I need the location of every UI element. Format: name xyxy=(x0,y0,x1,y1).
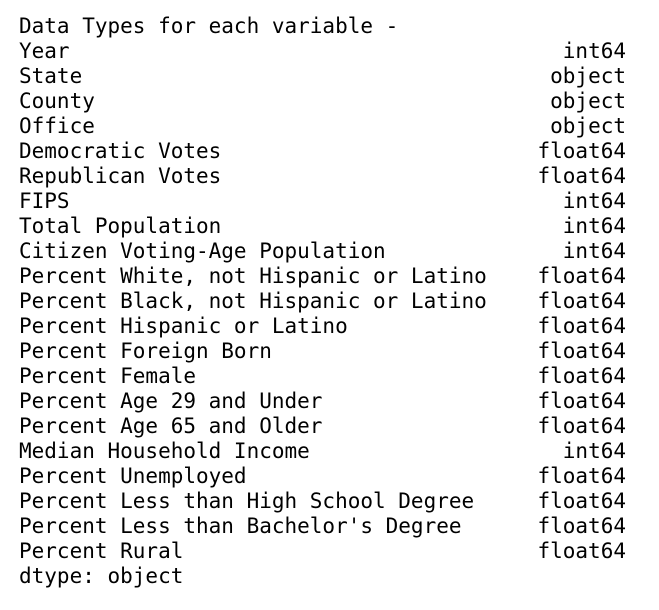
variable-name: Total Population xyxy=(19,214,222,238)
dtype-row: Republican Votes float64 xyxy=(19,164,626,189)
variable-dtype: float64 xyxy=(537,164,626,188)
variable-name: Citizen Voting-Age Population xyxy=(19,239,386,263)
variable-dtype: int64 xyxy=(562,439,626,463)
dtype-row: Percent Hispanic or Latino float64 xyxy=(19,314,626,339)
variable-dtype: int64 xyxy=(562,189,626,213)
variable-name: State xyxy=(19,64,83,88)
variable-dtype: float64 xyxy=(537,339,626,363)
variable-dtype: float64 xyxy=(537,414,626,438)
dtype-row: Percent Black, not Hispanic or Latino fl… xyxy=(19,289,626,314)
variable-name: Republican Votes xyxy=(19,164,222,188)
dtype-row: FIPS int64 xyxy=(19,189,626,214)
dtype-row: Percent White, not Hispanic or Latino fl… xyxy=(19,264,626,289)
variable-dtype: int64 xyxy=(562,39,626,63)
variable-dtype: int64 xyxy=(562,239,626,263)
variable-dtype: float64 xyxy=(537,314,626,338)
variable-dtype: float64 xyxy=(537,489,626,513)
dtype-row: Total Population int64 xyxy=(19,214,626,239)
variable-name: Percent White, not Hispanic or Latino xyxy=(19,264,487,288)
dtype-row: Percent Age 65 and Older float64 xyxy=(19,414,626,439)
dtype-row: Office object xyxy=(19,114,626,139)
dtype-row: Percent Less than Bachelor's Degree floa… xyxy=(19,514,626,539)
dtype-row: Percent Rural float64 xyxy=(19,539,626,564)
variable-dtype: float64 xyxy=(537,289,626,313)
variable-name: Office xyxy=(19,114,95,138)
dtype-row: Percent Age 29 and Under float64 xyxy=(19,389,626,414)
variable-name: Median Household Income xyxy=(19,439,310,463)
output-footer-line: dtype: object xyxy=(19,564,626,589)
dtype-row: Percent Female float64 xyxy=(19,364,626,389)
dtype-row: Percent Unemployed float64 xyxy=(19,464,626,489)
variable-dtype: float64 xyxy=(537,139,626,163)
variable-name: Percent Unemployed xyxy=(19,464,247,488)
output-header: Data Types for each variable - xyxy=(19,14,399,38)
variable-dtype: float64 xyxy=(537,464,626,488)
output-header-line: Data Types for each variable - xyxy=(19,14,626,39)
dtype-row: Year int64 xyxy=(19,39,626,64)
variable-dtype: float64 xyxy=(537,364,626,388)
console-output: Data Types for each variable - Year int6… xyxy=(19,14,626,589)
variable-name: Percent Female xyxy=(19,364,197,388)
dtype-row: County object xyxy=(19,89,626,114)
variable-name: Percent Less than Bachelor's Degree xyxy=(19,514,462,538)
variable-name: Percent Age 65 and Older xyxy=(19,414,323,438)
dtype-row: State object xyxy=(19,64,626,89)
dtype-row: Democratic Votes float64 xyxy=(19,139,626,164)
variable-name: County xyxy=(19,89,95,113)
variable-name: Percent Black, not Hispanic or Latino xyxy=(19,289,487,313)
variable-name: FIPS xyxy=(19,189,70,213)
variable-name: Year xyxy=(19,39,70,63)
variable-name: Percent Foreign Born xyxy=(19,339,272,363)
variable-name: Percent Rural xyxy=(19,539,184,563)
dtype-row: Median Household Income int64 xyxy=(19,439,626,464)
variable-dtype: object xyxy=(550,89,626,113)
variable-dtype: float64 xyxy=(537,539,626,563)
variable-name: Percent Less than High School Degree xyxy=(19,489,475,513)
variable-dtype: float64 xyxy=(537,264,626,288)
variable-dtype: float64 xyxy=(537,389,626,413)
variable-dtype: object xyxy=(550,114,626,138)
variable-dtype: object xyxy=(550,64,626,88)
variable-dtype: int64 xyxy=(562,214,626,238)
variable-name: Percent Age 29 and Under xyxy=(19,389,323,413)
dtype-row: Percent Foreign Born float64 xyxy=(19,339,626,364)
variable-name: Democratic Votes xyxy=(19,139,222,163)
variable-dtype: float64 xyxy=(537,514,626,538)
dtype-row: Citizen Voting-Age Population int64 xyxy=(19,239,626,264)
output-footer: dtype: object xyxy=(19,564,184,588)
variable-name: Percent Hispanic or Latino xyxy=(19,314,348,338)
dtype-row: Percent Less than High School Degree flo… xyxy=(19,489,626,514)
